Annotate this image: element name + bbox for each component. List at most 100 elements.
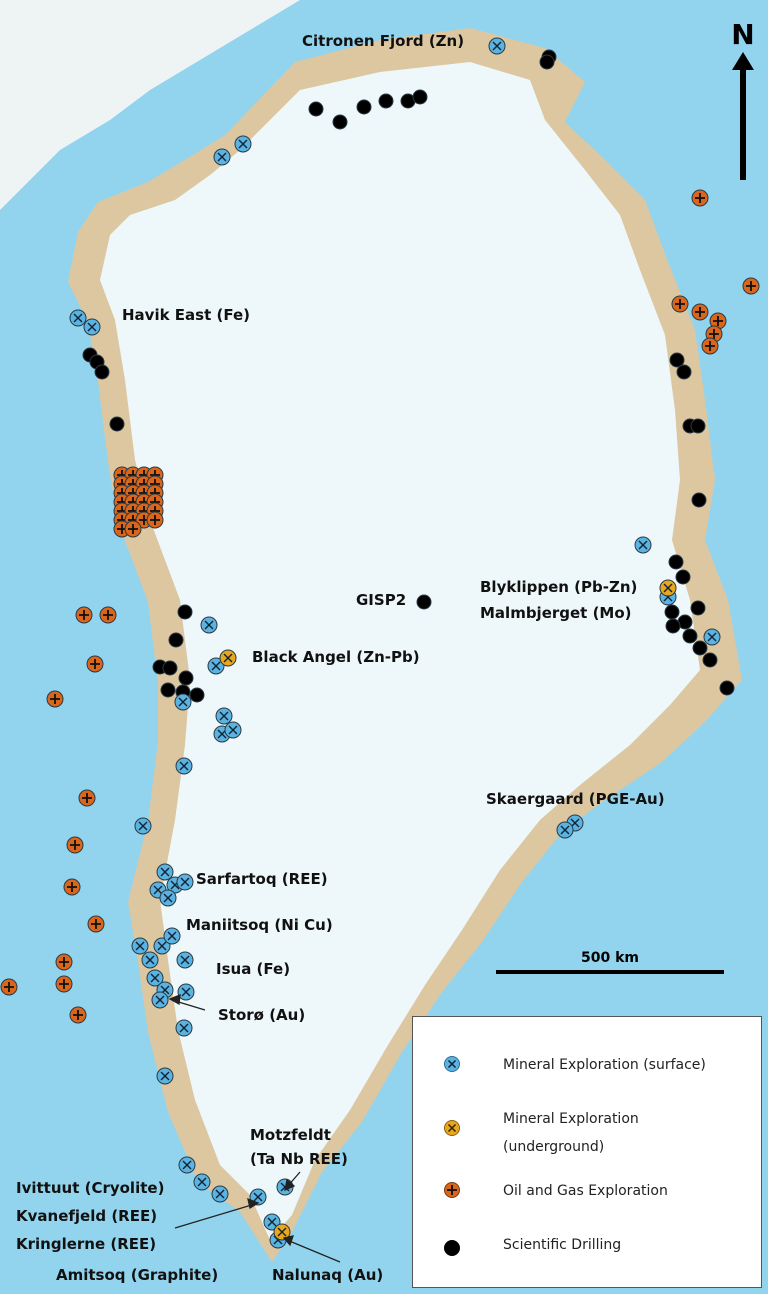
drilling-marker [332,114,348,130]
label-citronen: Citronen Fjord (Zn) [302,32,465,50]
label-kvanefjeld: Kvanefjeld (REE) [16,1207,158,1225]
surface-marker [175,757,193,775]
label-motzfeldt-2: (Ta Nb REE) [250,1150,348,1168]
drilling-marker [168,632,184,648]
oil-gas-marker [87,915,105,933]
oil-gas-marker [742,277,760,295]
label-ivittuut: Ivittuut (Cryolite) [16,1179,165,1197]
label-maniitsoq: Maniitsoq (Ni Cu) [186,916,333,934]
drilling-marker [162,660,178,676]
scale-bar: 500 km [496,950,724,974]
oil-gas-marker [75,606,93,624]
surface-marker [211,1185,229,1203]
surface-marker [215,707,233,725]
surface-marker [234,135,252,153]
drilling-marker [178,670,194,686]
surface-marker [131,937,149,955]
label-kringlerne: Kringlerne (REE) [16,1235,157,1253]
label-isua: Isua (Fe) [216,960,291,978]
surface-marker [83,318,101,336]
scale-line [496,970,724,974]
oil-gas-marker [691,303,709,321]
oil-gas-marker [66,836,84,854]
oil-gas-marker [99,606,117,624]
oil-gas-marker [55,953,73,971]
surface-marker [177,983,195,1001]
oil-gas-marker [671,295,689,313]
oil-gas-marker [691,189,709,207]
label-blyklippen: Blyklippen (Pb-Zn) [480,578,638,596]
surface-marker [556,821,574,839]
label-sarfartoq: Sarfartoq (REE) [196,870,328,888]
legend-label: Oil and Gas Exploration [503,1183,668,1199]
oil-gas-marker [709,312,727,330]
mineral-underground-icon [444,1120,460,1136]
label-gisp2: GISP2 [356,591,407,609]
surface-marker [213,148,231,166]
oil-gas-marker [63,878,81,896]
oil-gas-marker [0,978,18,996]
label-black-angel: Black Angel (Zn-Pb) [252,648,420,666]
drilling-marker [690,600,706,616]
canada-landmass [0,0,300,210]
surface-marker [146,969,164,987]
markers-layer [0,37,760,1249]
drilling-marker [668,554,684,570]
surface-marker [207,657,225,675]
legend-label: Mineral Exploration [503,1111,639,1127]
drilling-marker [189,687,205,703]
label-storo: Storø (Au) [218,1006,306,1024]
oil-gas-marker [46,690,64,708]
surface-marker [176,951,194,969]
surface-marker [178,1156,196,1174]
north-arrow: N [728,20,758,180]
label-motzfeldt-1: Motzfeldt [250,1126,331,1144]
mineral-surface-icon [444,1056,460,1072]
drilling-icon [444,1240,460,1256]
drilling-marker [378,93,394,109]
drilling-marker [416,594,432,610]
surface-marker [163,927,181,945]
surface-marker [151,991,169,1009]
oil-gas-marker [69,1006,87,1024]
surface-marker [175,1019,193,1037]
legend: Mineral Exploration (surface) Mineral Ex… [412,1016,762,1288]
oil-gas-marker [701,337,719,355]
surface-marker [193,1173,211,1191]
scale-label: 500 km [581,950,639,966]
surface-marker [156,1067,174,1085]
underground-marker [273,1223,291,1241]
surface-marker [159,889,177,907]
legend-label: Mineral Exploration (surface) [503,1057,706,1073]
north-arrow-icon [732,52,754,180]
drilling-marker [676,364,692,380]
drilling-marker [719,680,735,696]
oil-gas-marker [86,655,104,673]
drilling-marker [539,54,555,70]
label-havik: Havik East (Fe) [122,306,251,324]
label-skaergaard: Skaergaard (PGE-Au) [486,790,665,808]
oil-gas-marker [55,975,73,993]
drilling-marker [669,352,685,368]
surface-marker [134,817,152,835]
drilling-marker [675,569,691,585]
legend-label: Scientific Drilling [503,1237,622,1253]
drilling-marker [702,652,718,668]
oil-gas-icon [444,1182,460,1198]
label-amitsoq: Amitsoq (Graphite) [56,1266,219,1284]
drilling-marker [412,89,428,105]
drilling-marker [109,416,125,432]
surface-marker [488,37,506,55]
surface-marker [176,873,194,891]
surface-marker [174,693,192,711]
drilling-marker [308,101,324,117]
oil-gas-marker [124,520,142,538]
oil-gas-marker [78,789,96,807]
legend-label-line2: (underground) [503,1139,605,1155]
surface-marker [200,616,218,634]
drilling-marker [682,628,698,644]
drilling-marker [94,364,110,380]
surface-marker [634,536,652,554]
drilling-marker [691,492,707,508]
drilling-marker [665,618,681,634]
